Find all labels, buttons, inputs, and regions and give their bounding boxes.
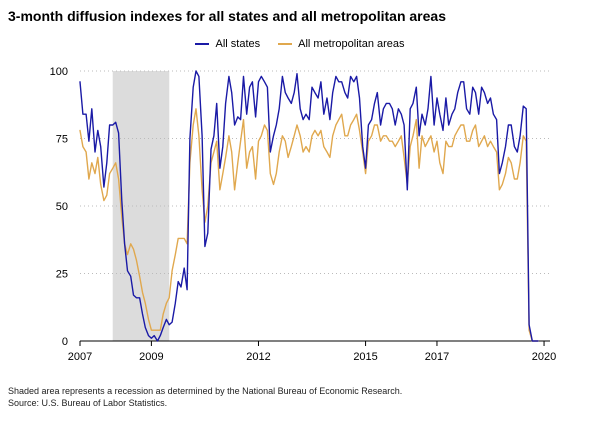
x-tick-label-2012: 2012 xyxy=(246,351,270,363)
y-tick-label-75: 75 xyxy=(56,134,68,146)
y-tick-label-50: 50 xyxy=(56,201,68,213)
legend-label-all-states: All states xyxy=(215,38,261,50)
series-line-all-states xyxy=(79,70,539,342)
legend-item-all-metro: All metropolitan areas xyxy=(278,38,405,50)
y-tick-label-100: 100 xyxy=(50,66,68,78)
legend-swatch-all-metro xyxy=(278,43,293,45)
legend-label-all-metro: All metropolitan areas xyxy=(298,38,405,50)
series-line-all-metro xyxy=(79,108,539,342)
recession-footnote: Shaded area represents a recession as de… xyxy=(8,386,403,396)
x-tick-label-2009: 2009 xyxy=(139,351,163,363)
y-tick-label-0: 0 xyxy=(62,336,68,348)
x-tick-label-2017: 2017 xyxy=(425,351,449,363)
legend-item-all-states: All states xyxy=(195,38,260,50)
x-tick-label-2020: 2020 xyxy=(532,351,556,363)
source-footnote: Source: U.S. Bureau of Labor Statistics. xyxy=(8,398,168,408)
x-tick-label-2015: 2015 xyxy=(353,351,377,363)
x-tick-label-2007: 2007 xyxy=(68,351,92,363)
legend-swatch-all-states xyxy=(195,43,210,45)
y-tick-label-25: 25 xyxy=(56,269,68,281)
chart-legend: All states All metropolitan areas xyxy=(0,38,600,50)
chart-title: 3-month diffusion indexes for all states… xyxy=(8,8,446,24)
